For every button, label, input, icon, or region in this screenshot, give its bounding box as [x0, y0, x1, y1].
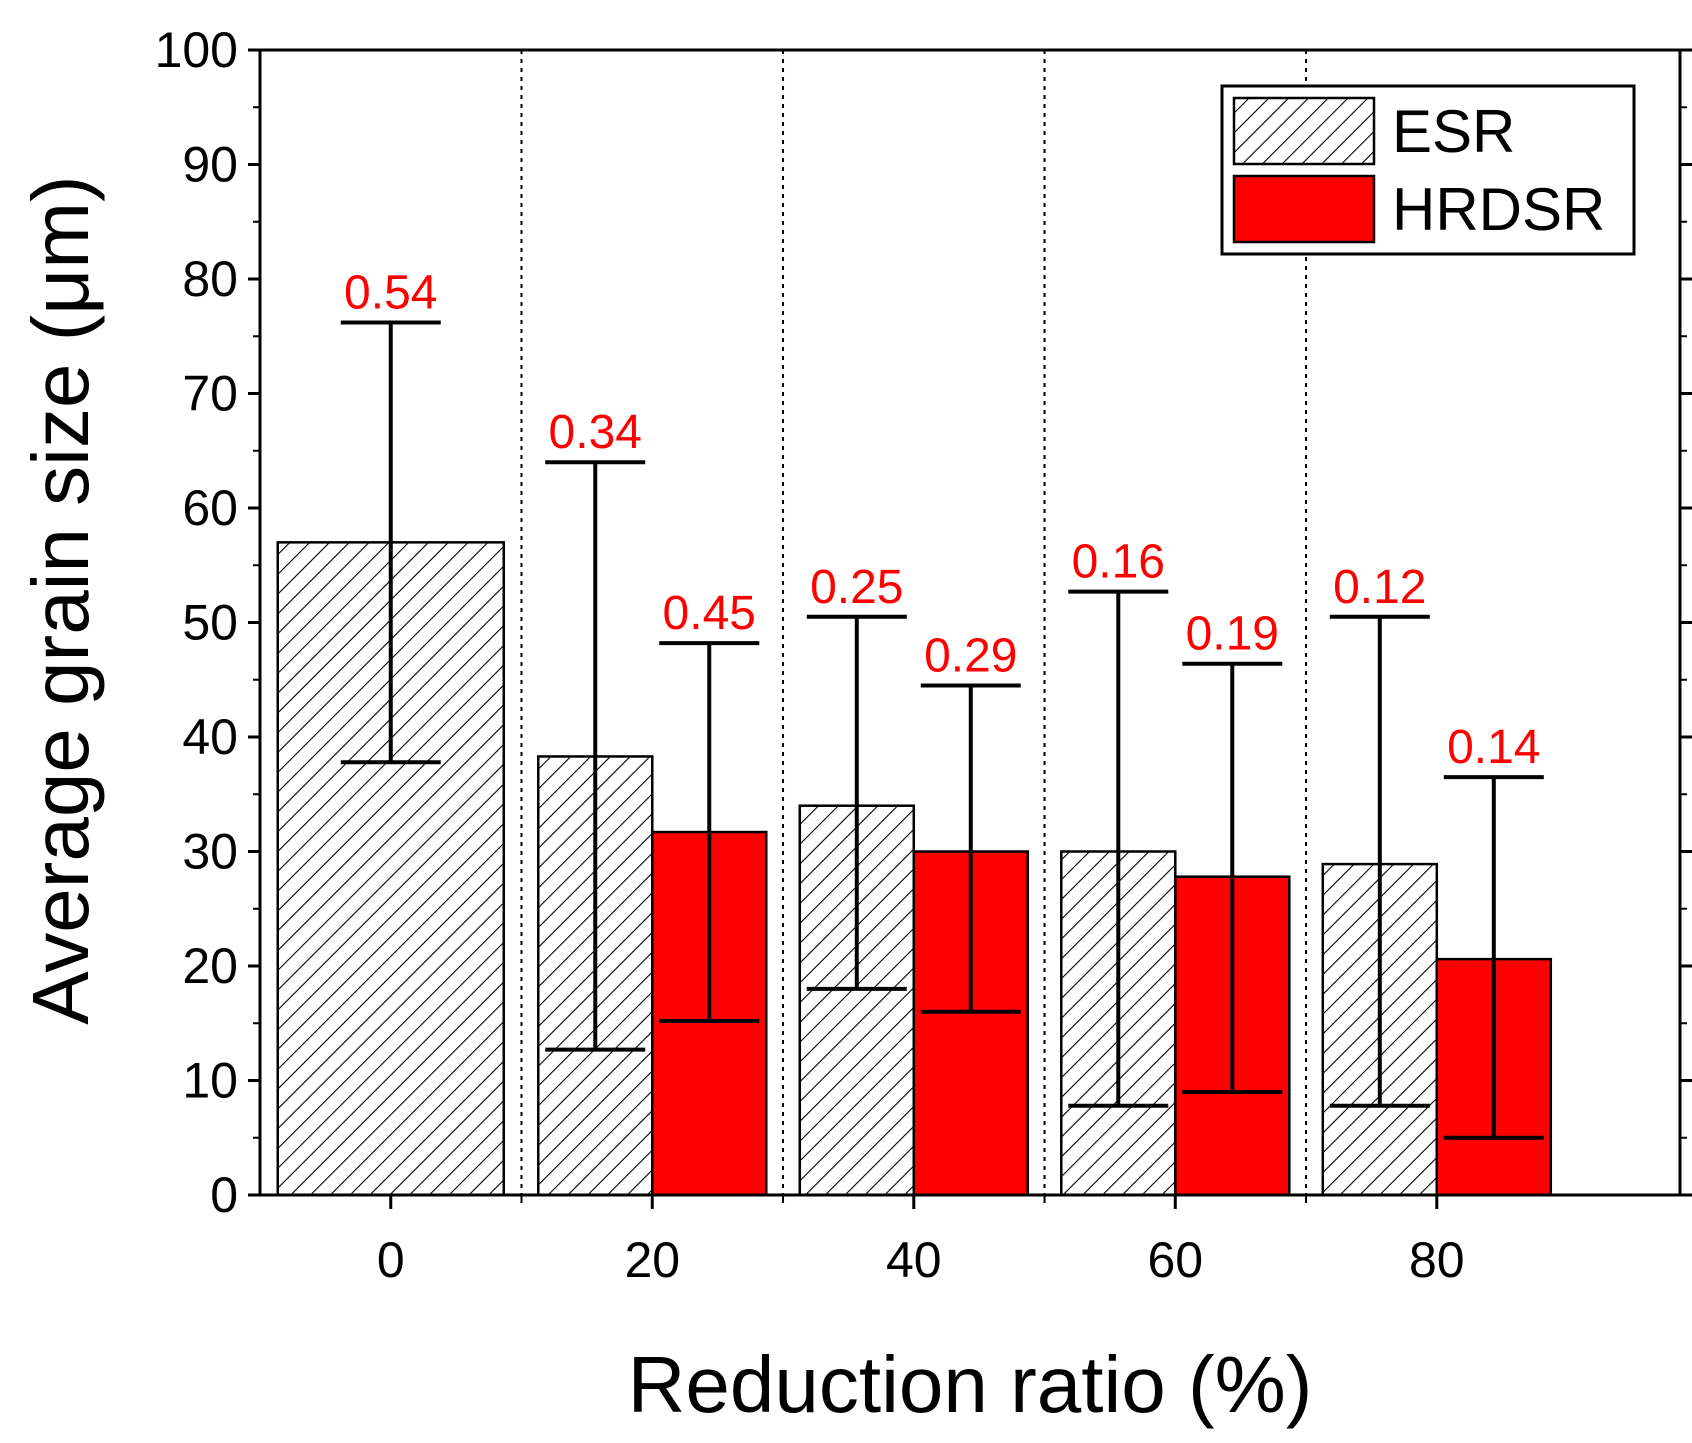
- y-tick-label: 50: [182, 595, 238, 651]
- cv-label: 0.54: [344, 267, 437, 320]
- legend-swatch-esr: [1232, 96, 1376, 166]
- legend-label-esr: ESR: [1392, 98, 1515, 165]
- x-tick-label: 0: [377, 1232, 405, 1288]
- legend: ESR HRDSR: [1220, 84, 1636, 256]
- x-tick-label: 80: [1409, 1232, 1465, 1288]
- y-tick-label: 20: [182, 938, 238, 994]
- error-bars: [340, 320, 1544, 1140]
- y-tick-label: 0: [210, 1167, 238, 1223]
- cv-label: 0.19: [1186, 608, 1279, 661]
- bars: [276, 541, 1553, 1197]
- y-axis-title: Average grain size (μm): [16, 175, 105, 1024]
- cv-label: 0.45: [663, 587, 756, 640]
- y-tick-label: 90: [182, 137, 238, 193]
- y-tick-label: 70: [182, 366, 238, 422]
- y-tick-label: 60: [182, 480, 238, 536]
- x-axis-ticks: 0 20 40 60 80: [377, 1195, 1465, 1288]
- cv-label: 0.12: [1333, 561, 1426, 614]
- y-tick-label: 40: [182, 709, 238, 765]
- x-tick-label: 40: [886, 1232, 942, 1288]
- cv-label: 0.25: [810, 561, 903, 614]
- cv-labels: 0.54 0.34 0.45 0.25 0.29 0.16 0.19 0.12 0.14: [344, 267, 1540, 775]
- x-tick-label: 20: [624, 1232, 680, 1288]
- y-tick-label: 80: [182, 251, 238, 307]
- y-tick-label: 10: [182, 1053, 238, 1109]
- legend-label-hrdsr: HRDSR: [1392, 176, 1605, 243]
- cv-label: 0.34: [549, 406, 642, 459]
- x-axis-title: Reduction ratio (%): [628, 1340, 1313, 1429]
- cv-label: 0.29: [924, 629, 1017, 682]
- y-tick-label: 30: [182, 824, 238, 880]
- x-tick-label: 60: [1147, 1232, 1203, 1288]
- cv-label: 0.14: [1447, 721, 1540, 774]
- legend-swatch-hrdsr: [1232, 174, 1376, 244]
- cv-label: 0.16: [1072, 536, 1165, 589]
- y-axis-ticks: 0 10 20 30 40 50 60 70 80 90 100: [155, 22, 1692, 1223]
- y-tick-label: 100: [155, 22, 238, 78]
